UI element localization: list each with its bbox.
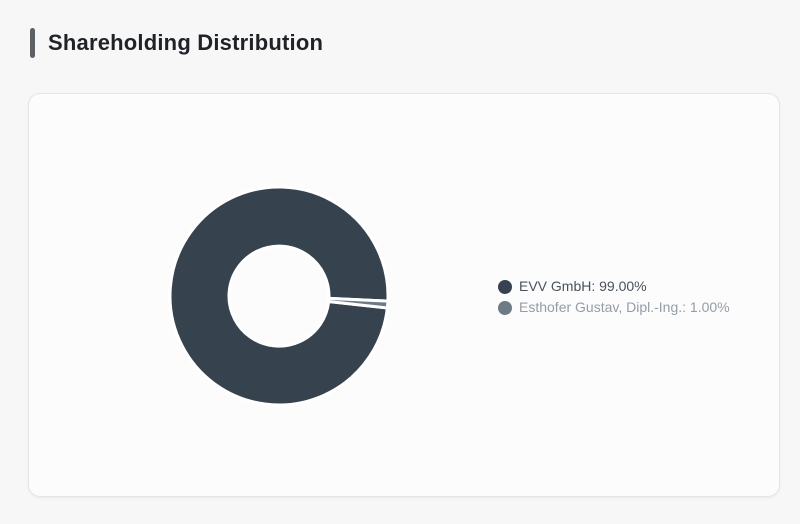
donut-slice-Esthofer Gustav, Dipl.-Ing.[interactable] xyxy=(327,296,390,310)
page-title: Shareholding Distribution xyxy=(48,30,324,55)
shareholding-chart-card: EVV GmbH: 99.00% Esthofer Gustav, Dipl.-… xyxy=(28,93,780,497)
legend-label: EVV GmbH: 99.00% xyxy=(519,278,647,294)
donut-slice-EVV GmbH[interactable] xyxy=(168,185,390,407)
legend-label: Esthofer Gustav, Dipl.-Ing.: 1.00% xyxy=(519,299,730,315)
legend-item-esthofer-gustav[interactable]: Esthofer Gustav, Dipl.-Ing.: 1.00% xyxy=(498,298,730,317)
page-title-row: Shareholding Distribution xyxy=(30,28,323,58)
donut-chart xyxy=(168,185,390,407)
legend-marker-icon xyxy=(498,300,512,315)
title-accent-bar xyxy=(30,28,35,58)
legend-item-evv-gmbh[interactable]: EVV GmbH: 99.00% xyxy=(498,277,730,296)
chart-legend: EVV GmbH: 99.00% Esthofer Gustav, Dipl.-… xyxy=(498,277,730,317)
legend-marker-icon xyxy=(498,279,512,294)
